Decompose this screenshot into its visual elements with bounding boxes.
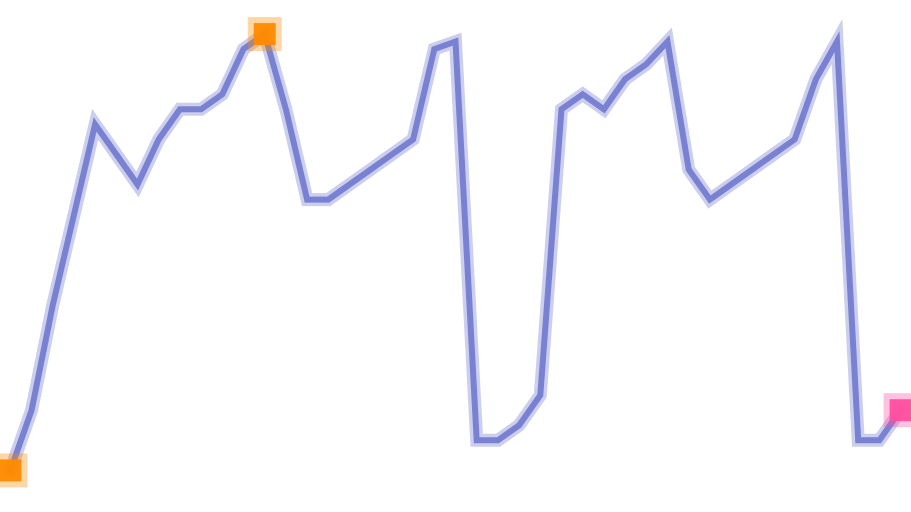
- marker-0: [0, 459, 22, 482]
- marker-1: [253, 23, 276, 46]
- marker-2: [889, 399, 911, 422]
- series-0-line: [6, 29, 905, 475]
- series-0-line-halo: [2, 18, 910, 479]
- series-layer: [2, 18, 910, 479]
- marker-layer: [0, 17, 911, 488]
